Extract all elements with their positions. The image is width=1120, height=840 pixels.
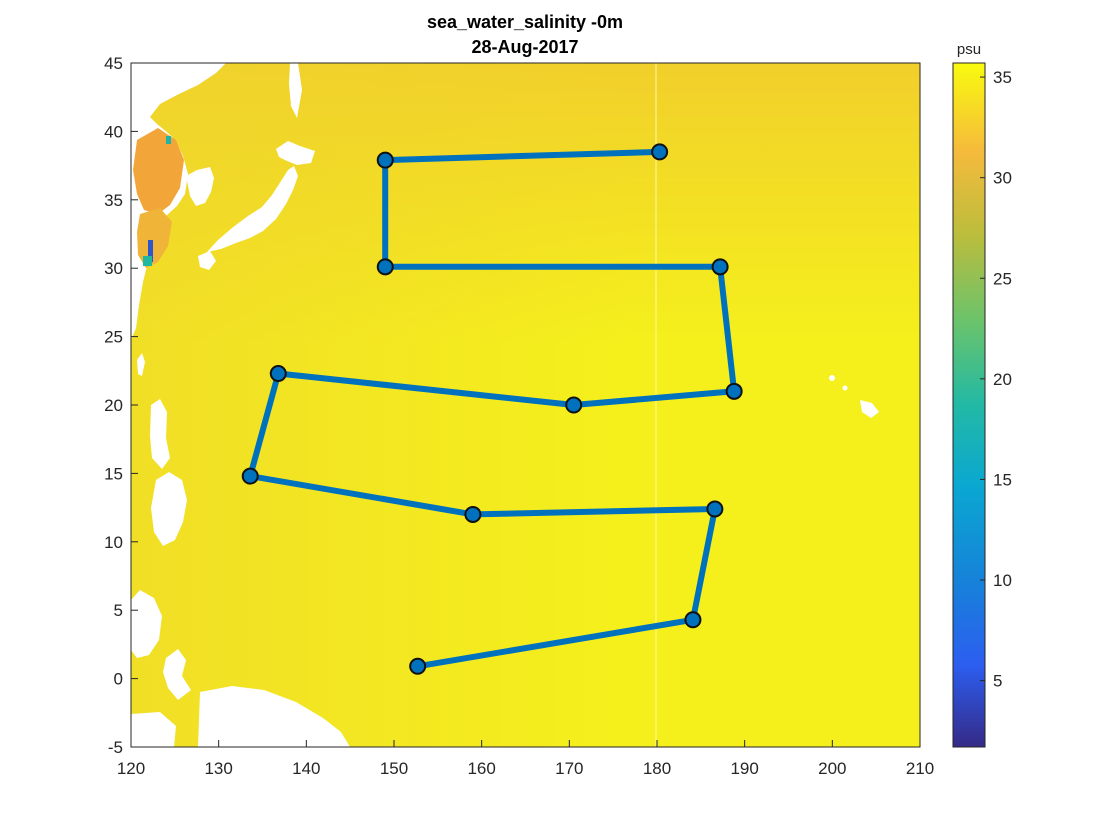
waypoint-marker — [409, 657, 427, 675]
hawaii-islands — [860, 400, 879, 418]
x-tick-label: 200 — [818, 759, 846, 778]
colorbar: psu 5 10 15 20 25 30 35 — [952, 41, 1012, 748]
waypoint-marker — [269, 365, 287, 383]
yangtze-plume-teal — [143, 256, 152, 266]
colorbar-tick-label: 20 — [993, 370, 1012, 389]
map-date: 28-Aug-2017 — [471, 37, 578, 57]
waypoint-marker — [376, 258, 394, 276]
waypoint-marker — [376, 151, 394, 169]
colorbar-tick-label: 10 — [993, 571, 1012, 590]
y-tick-label: 40 — [104, 122, 123, 141]
route-layer — [241, 143, 743, 675]
plot-area — [131, 63, 920, 747]
colorbar-ramp — [952, 62, 986, 748]
waypoint-marker — [684, 611, 702, 629]
hawaii-small-island — [829, 375, 835, 381]
x-tick-label: 140 — [292, 759, 320, 778]
route-path — [247, 148, 738, 670]
taiwan — [137, 353, 145, 376]
waypoint-marker — [706, 500, 724, 518]
x-tick-label: 120 — [117, 759, 145, 778]
x-tick-label: 150 — [380, 759, 408, 778]
y-tick-label: 15 — [104, 464, 123, 483]
y-tick-label: -5 — [108, 738, 123, 757]
hawaii-small-island — [842, 385, 848, 391]
y-tick-label: 30 — [104, 259, 123, 278]
sakhalin — [289, 63, 302, 118]
x-tick-label: 160 — [467, 759, 495, 778]
colorbar-unit-label: psu — [957, 41, 981, 58]
philippines-south — [151, 472, 187, 546]
waypoint-marker — [651, 143, 669, 161]
colorbar-tick-label: 25 — [993, 269, 1012, 288]
x-tick-label: 210 — [906, 759, 934, 778]
y-tick-label: 25 — [104, 328, 123, 347]
x-tick-label: 130 — [204, 759, 232, 778]
waypoint-marker — [565, 396, 583, 414]
y-tick-label: 45 — [104, 54, 123, 73]
sulawesi-halmahera — [163, 649, 191, 700]
y-tick-label: 0 — [114, 670, 123, 689]
landmasses — [131, 63, 879, 747]
borneo — [131, 590, 162, 658]
colorbar-ticks: 5 10 15 20 25 30 35 — [980, 68, 1012, 691]
waypoint-marker — [725, 382, 743, 400]
japan-kyushu — [198, 251, 216, 270]
colorbar-tick-label: 15 — [993, 470, 1012, 489]
colorbar-tick-label: 30 — [993, 169, 1012, 188]
colorbar-tick-label: 5 — [993, 672, 1002, 691]
x-tick-label: 170 — [555, 759, 583, 778]
waypoint-marker — [241, 467, 259, 485]
waypoint-marker — [711, 258, 729, 276]
japan-honshu — [207, 166, 298, 252]
east-china-sea-low-salinity — [137, 208, 172, 268]
x-tick-label: 190 — [730, 759, 758, 778]
y-tick-label: 5 — [114, 601, 123, 620]
yellow-sea-teal — [166, 136, 171, 144]
bohai-sea-low-salinity — [133, 128, 184, 214]
new-guinea — [198, 686, 350, 747]
y-axis: -5 0 5 10 15 20 25 30 35 40 45 — [104, 54, 138, 757]
japan-hokkaido — [276, 141, 315, 165]
y-tick-label: 20 — [104, 396, 123, 415]
yangtze-plume-blue — [148, 240, 153, 262]
korea-peninsula — [186, 167, 214, 206]
y-tick-label: 10 — [104, 533, 123, 552]
y-tick-label: 35 — [104, 191, 123, 210]
x-axis: 120 130 140 150 160 170 180 190 200 210 — [117, 740, 934, 778]
luzon — [150, 399, 170, 469]
java-timor — [131, 712, 176, 747]
map-title: sea_water_salinity -0m — [427, 12, 623, 32]
coastal-salinity-patches — [133, 128, 184, 268]
colorbar-tick-label: 35 — [993, 68, 1012, 87]
x-tick-label: 180 — [643, 759, 671, 778]
waypoint-marker — [464, 505, 482, 523]
